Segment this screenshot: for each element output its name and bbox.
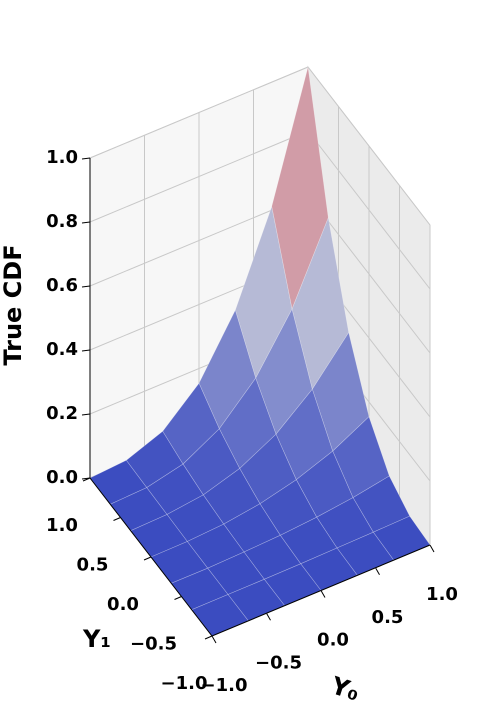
- y-tick-label: 0.5: [77, 555, 109, 576]
- tick-mark: [82, 477, 91, 482]
- z-tick-label: 0.8: [46, 211, 78, 232]
- x-tick-label: 0.0: [317, 630, 349, 651]
- z-tick-label: 0.6: [46, 275, 78, 296]
- surface-patch: [234, 205, 293, 379]
- surface-patch: [279, 516, 338, 565]
- x-tick-label: −1.0: [201, 675, 248, 696]
- tick-mark: [266, 613, 271, 621]
- axis-line: [211, 544, 431, 637]
- tick-mark: [143, 556, 152, 561]
- y-tick-label: −0.5: [130, 634, 177, 655]
- surface-patch: [295, 450, 354, 518]
- z-tick-label: 0.0: [46, 467, 78, 488]
- y-axis-label: Y₁: [82, 625, 111, 653]
- tick-mark: [81, 413, 91, 416]
- tick-mark: [81, 221, 91, 224]
- tick-mark: [81, 349, 91, 352]
- surface-patch: [275, 388, 334, 481]
- z-axis-label: True CDF: [0, 244, 27, 365]
- surface-patch: [223, 503, 281, 553]
- x-tick-label: 1.0: [426, 584, 458, 605]
- x-tick-label: −0.5: [255, 652, 302, 673]
- y-tick-label: −1.0: [161, 673, 208, 694]
- surface-patch: [218, 377, 277, 469]
- tick-mark: [81, 157, 91, 160]
- tick-mark: [320, 590, 326, 598]
- z-tick-label: 0.2: [46, 403, 78, 424]
- tick-mark: [204, 635, 213, 640]
- tick-mark: [113, 517, 121, 521]
- axis-line: [89, 477, 213, 637]
- tick-mark: [174, 596, 182, 600]
- x-tick-label: 0.5: [372, 607, 404, 628]
- tick-mark: [81, 285, 91, 288]
- y-tick-label: 1.0: [46, 515, 78, 536]
- tick-mark: [375, 567, 380, 575]
- surface-patch: [255, 308, 313, 435]
- tick-mark: [429, 544, 435, 553]
- z-tick-label: 1.0: [46, 147, 78, 168]
- z-tick-label: 0.4: [46, 339, 78, 360]
- tick-mark: [211, 635, 217, 644]
- x-axis-label: Y₀: [327, 671, 363, 707]
- y-tick-label: 0.0: [107, 594, 139, 615]
